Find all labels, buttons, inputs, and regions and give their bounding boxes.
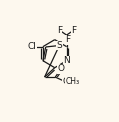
Text: O: O xyxy=(62,77,69,86)
Text: F: F xyxy=(65,36,70,44)
Text: F: F xyxy=(71,26,76,35)
Text: F: F xyxy=(57,26,62,35)
Text: CH₃: CH₃ xyxy=(65,77,80,86)
Text: N: N xyxy=(63,56,70,65)
Text: S: S xyxy=(57,41,62,50)
Text: O: O xyxy=(58,64,65,73)
Text: Cl: Cl xyxy=(28,42,37,51)
